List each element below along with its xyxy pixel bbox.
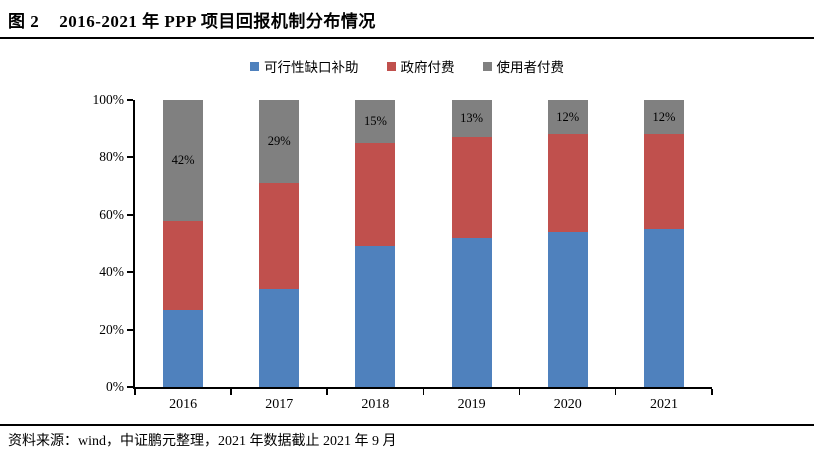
bar-segment: 15% <box>355 100 396 144</box>
bar-segment-label: 29% <box>267 134 291 149</box>
bar-segment <box>355 143 396 247</box>
plot-area: 42% 2016 29% 2017 15% 2018 13% 2019 12% 2020 12% 20… <box>127 99 713 412</box>
header-divider <box>0 37 814 39</box>
bar-segment: 12% <box>643 100 684 135</box>
y-tick-label: 60% <box>99 206 124 222</box>
stacked-bar: 42% <box>163 100 204 387</box>
source-note: 资料来源：wind，中证鹏元整理，2021 年数据截止 2021 年 9 月 <box>8 434 397 449</box>
bar-segment <box>547 232 588 387</box>
x-axis-label: 2018 <box>361 397 390 412</box>
bar-segment <box>643 134 684 230</box>
bar-segment-label: 15% <box>363 114 387 129</box>
x-axis-label: 2017 <box>265 397 294 412</box>
bar-segment <box>259 289 300 387</box>
bar-segment <box>355 246 396 387</box>
stacked-bar: 15% <box>355 100 396 387</box>
x-axis-label: 2019 <box>457 397 486 412</box>
y-tick-mark <box>127 213 133 216</box>
stacked-bar: 29% <box>259 100 300 387</box>
legend-swatch-icon <box>482 61 492 71</box>
bar-column: 29% 2017 <box>231 100 327 412</box>
stacked-bar: 13% <box>451 100 492 387</box>
bar-column: 12% 2021 <box>616 100 712 412</box>
bar-segment <box>643 229 684 387</box>
bar-column: 15% 2018 <box>327 100 423 412</box>
legend-label: 政府付费 <box>400 60 455 75</box>
legend-item: 政府付费 <box>386 56 455 76</box>
y-tick-label: 0% <box>106 379 124 394</box>
bar-segment-label: 12% <box>652 109 676 124</box>
bar-segment <box>163 309 204 387</box>
y-tick-label: 20% <box>99 321 124 337</box>
bar-segment: 42% <box>163 100 204 221</box>
x-axis-label: 2021 <box>649 397 678 412</box>
y-tick-mark <box>127 156 133 159</box>
y-axis: 0% 20% 40% 60% 80% 100% <box>0 92 125 394</box>
legend-label: 可行性缺口补助 <box>264 60 359 75</box>
legend-label: 使用者付费 <box>496 60 565 75</box>
x-tick-mark <box>711 389 713 395</box>
y-tick-label: 80% <box>99 149 124 165</box>
y-tick-mark <box>127 271 133 274</box>
figure-header: 图 2 2016-2021 年 PPP 项目回报机制分布情况 <box>8 7 376 32</box>
x-tick-mark <box>134 389 136 395</box>
x-axis-label: 2016 <box>169 397 198 412</box>
figure-number: 图 2 <box>8 12 40 31</box>
chart-legend: 可行性缺口补助 政府付费 使用者付费 <box>0 56 814 76</box>
legend-swatch-icon <box>250 61 259 71</box>
x-tick-mark <box>230 389 232 395</box>
bar-segment: 29% <box>259 100 300 184</box>
x-axis-label: 2020 <box>553 397 582 412</box>
bar-segment <box>451 237 492 387</box>
bar-segment-label: 12% <box>556 109 580 124</box>
footer-divider <box>0 424 814 426</box>
bar-segment-label: 13% <box>460 111 484 126</box>
y-tick-mark <box>127 328 133 331</box>
legend-item: 使用者付费 <box>482 56 565 76</box>
legend-swatch-icon <box>386 61 396 71</box>
bar-segment <box>547 134 588 233</box>
bar-column: 12% 2020 <box>520 100 616 412</box>
x-tick-mark <box>422 389 424 395</box>
stacked-bar: 12% <box>547 100 588 387</box>
y-tick-mark <box>127 99 133 101</box>
x-tick-mark <box>614 389 617 395</box>
legend-item: 可行性缺口补助 <box>250 56 359 76</box>
x-tick-mark <box>326 389 328 395</box>
y-tick-label: 40% <box>99 264 124 280</box>
bar-segment: 13% <box>451 100 492 138</box>
bar-segment: 12% <box>547 100 588 135</box>
stacked-bar-chart: 0% 20% 40% 60% 80% 100% 42% 2016 29% 2017 15% 2018… <box>0 92 814 412</box>
y-tick-label: 100% <box>92 92 125 107</box>
x-tick-mark <box>518 389 521 395</box>
figure-title: 2016-2021 年 PPP 项目回报机制分布情况 <box>59 12 376 31</box>
stacked-bar: 12% <box>643 100 684 387</box>
bar-segment <box>259 183 300 290</box>
bar-segment <box>163 220 204 310</box>
y-tick-mark <box>127 386 133 388</box>
bar-segment-label: 42% <box>171 152 195 167</box>
bar-segment <box>451 137 492 238</box>
bar-column: 13% 2019 <box>424 100 520 412</box>
bar-column: 42% 2016 <box>135 100 231 412</box>
